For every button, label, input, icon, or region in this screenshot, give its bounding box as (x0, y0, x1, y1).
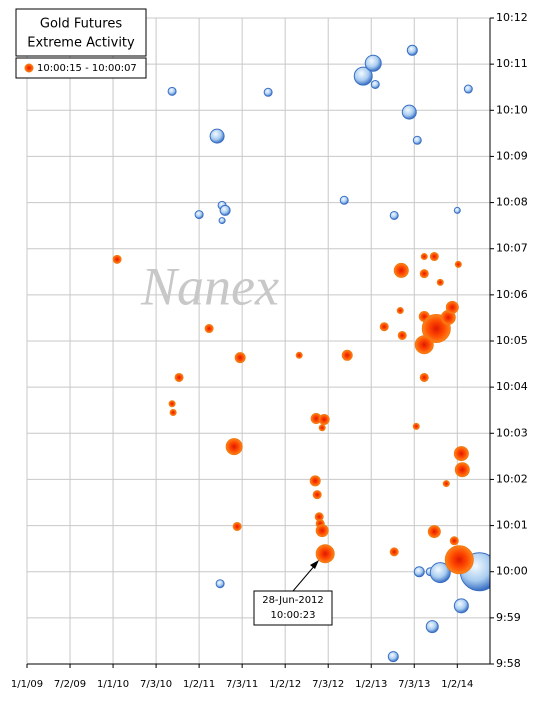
bubble (353, 66, 373, 86)
bubble (442, 480, 450, 488)
y-tick-label: 9:59 (496, 611, 521, 624)
legend-swatch (24, 63, 34, 73)
y-tick-label: 10:01 (496, 519, 528, 532)
title-box (15, 8, 147, 57)
watermark: Nanex (140, 256, 279, 316)
bubble (427, 525, 441, 539)
bubble (389, 547, 399, 557)
bubble (379, 322, 389, 332)
bubble (339, 195, 349, 205)
bubble (444, 545, 474, 575)
bubble (234, 352, 246, 364)
bubble (413, 566, 425, 578)
annotation-text: 28-Jun-2012 (262, 595, 324, 606)
y-tick-label: 10:09 (496, 149, 528, 162)
bubble (419, 269, 429, 279)
y-tick-label: 10:10 (496, 103, 528, 116)
bubble (309, 475, 321, 487)
bubble (425, 620, 439, 634)
bubble (315, 544, 335, 564)
x-tick-label: 7/2/09 (54, 679, 86, 690)
bubble (419, 372, 429, 382)
y-tick-label: 10:07 (496, 242, 528, 255)
y-tick-label: 10:11 (496, 57, 528, 70)
bubble (454, 260, 462, 268)
bubble (312, 490, 322, 500)
bubble (412, 422, 420, 430)
annotation-box (253, 590, 333, 626)
bubble (453, 598, 469, 614)
bubble (168, 400, 176, 408)
bubble (449, 536, 459, 546)
bubble (397, 330, 407, 340)
y-tick-label: 10:04 (496, 380, 528, 393)
bubble (315, 524, 329, 538)
x-tick-label: 7/3/13 (398, 679, 430, 690)
bubble (215, 579, 225, 589)
bubble (295, 351, 303, 359)
bubble (453, 446, 469, 462)
x-tick-label: 7/3/11 (226, 679, 258, 690)
bubble (219, 204, 231, 216)
bubble (167, 86, 177, 96)
chart-title: Gold Futures (40, 17, 122, 32)
bubble (204, 324, 214, 334)
bubble (429, 252, 439, 262)
bubble (209, 128, 225, 144)
x-tick-label: 1/1/10 (97, 679, 129, 690)
x-tick-label: 7/3/12 (312, 679, 344, 690)
bubble (318, 424, 326, 432)
x-tick-label: 1/1/09 (11, 679, 43, 690)
annotation-arrowhead (310, 560, 319, 569)
y-tick-label: 9:58 (496, 657, 521, 670)
x-tick-label: 1/2/13 (355, 679, 387, 690)
bubble (412, 135, 422, 145)
bubble (396, 307, 404, 315)
y-tick-label: 10:08 (496, 196, 528, 209)
bubble (232, 521, 242, 531)
bubble (414, 335, 434, 355)
bubble (112, 254, 122, 264)
y-tick-label: 10:02 (496, 472, 528, 485)
bubble (263, 87, 273, 97)
y-tick-label: 10:12 (496, 11, 528, 24)
legend (15, 57, 147, 79)
x-tick-label: 7/3/10 (140, 679, 172, 690)
x-tick-label: 1/2/12 (269, 679, 301, 690)
y-tick-label: 10:03 (496, 426, 528, 439)
bubble (389, 210, 399, 220)
bubble (194, 210, 204, 220)
bubble (387, 651, 399, 663)
y-tick-label: 10:05 (496, 334, 528, 347)
bubble (420, 253, 428, 261)
bubble (401, 104, 417, 120)
x-tick-label: 1/2/14 (441, 679, 473, 690)
y-tick-label: 10:06 (496, 288, 528, 301)
legend-label: 10:00:15 - 10:00:07 (37, 63, 137, 74)
bubble (225, 438, 243, 456)
bubble (453, 206, 461, 214)
x-tick-label: 1/2/11 (183, 679, 215, 690)
bubble (445, 300, 459, 314)
bubble (429, 562, 451, 584)
y-tick-label: 10:00 (496, 565, 528, 578)
bubble (393, 262, 409, 278)
bubble (341, 349, 353, 361)
annotation-text: 10:00:23 (271, 610, 316, 621)
bubble (169, 409, 177, 417)
bubble (370, 79, 380, 89)
bubble (463, 84, 473, 94)
bubble (174, 372, 184, 382)
bubble (406, 44, 418, 56)
bubble (218, 217, 226, 225)
bubble (436, 278, 444, 286)
chart-subtitle: Extreme Activity (27, 36, 135, 51)
bubble (454, 462, 470, 478)
annotation-arrow (292, 563, 317, 592)
bubble (318, 413, 330, 425)
bubble (364, 54, 382, 72)
